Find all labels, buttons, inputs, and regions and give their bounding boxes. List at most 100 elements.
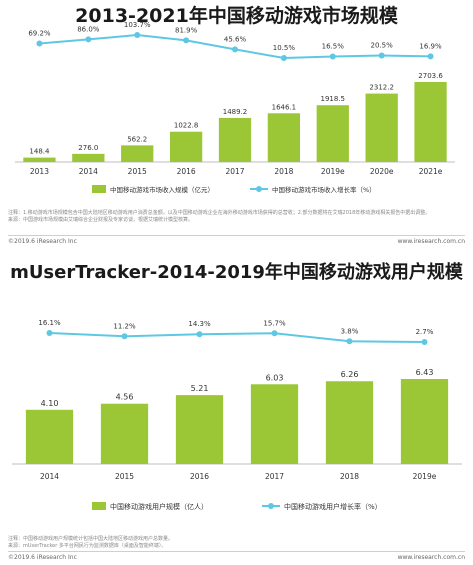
- user-size-chart: 4.10 2014 4.56 2015 5.21 2016 6.03 2017 6.26 2018…: [12, 319, 462, 511]
- x-tick-label: 2016: [190, 472, 209, 481]
- growth-rate-label: 69.2%: [28, 30, 51, 38]
- bar-value-label: 148.4: [29, 148, 50, 156]
- growth-rate-point: [427, 53, 434, 60]
- growth-rate-label: 2.7%: [416, 328, 434, 336]
- legend-line-marker: [256, 186, 262, 192]
- bar-value-label: 1489.2: [223, 108, 248, 116]
- x-tick-label: 2021e: [419, 167, 443, 176]
- source-website: www.iresearch.com.cn: [397, 554, 465, 561]
- legend-line-label: 中国移动游戏用户增长率（%）: [284, 502, 382, 511]
- chart-title: mUserTracker-2014-2019年中国移动游戏用户规模: [10, 262, 463, 283]
- bar: [100, 403, 149, 464]
- bar: [121, 145, 154, 162]
- legend-bar-swatch: [92, 185, 106, 193]
- growth-rate-label: 20.5%: [371, 42, 394, 50]
- growth-rate-label: 103.7%: [124, 21, 151, 29]
- growth-rate-label: 81.9%: [175, 26, 198, 34]
- x-tick-label: 2015: [128, 167, 147, 176]
- growth-rate-line: [49, 332, 425, 343]
- chart-note: 注释：中国移动游戏用户规模统计包括中国大陆地区移动游戏用户总数量。 来源：mUs…: [8, 536, 468, 549]
- bar: [400, 379, 449, 464]
- bar: [365, 93, 398, 162]
- chart-footer: ©2019.6 iResearch Inc www.iresearch.com.…: [8, 235, 465, 245]
- growth-rate-point: [36, 40, 43, 47]
- note-line-2: 来源：mUserTracker 多平台网民行为监测数据库（桌面及智能终端）。: [8, 542, 167, 549]
- chart-note: 注释：1.移动游戏市场规模包含中国大陆地区移动游戏用户消费总金额，以及中国移动游…: [8, 210, 468, 223]
- note-line-2: 来源：中国游戏市场规模由艾瑞综合企业财报及专家访谈，根据艾瑞统计模型核算。: [8, 216, 194, 223]
- bar: [169, 131, 203, 162]
- x-tick-label: 2020e: [370, 167, 394, 176]
- bar: [316, 105, 349, 162]
- x-tick-label: 2017: [225, 167, 244, 176]
- bar-value-label: 5.21: [191, 384, 209, 393]
- growth-rate-label: 15.7%: [263, 319, 286, 327]
- bar: [218, 117, 252, 162]
- growth-rate-label: 86.0%: [77, 25, 100, 33]
- bar-value-label: 562.2: [127, 135, 147, 143]
- growth-rate-point: [346, 338, 353, 345]
- x-tick-label: 2019e: [321, 167, 345, 176]
- bar-value-label: 6.26: [341, 370, 359, 379]
- x-tick-label: 2015: [115, 472, 134, 481]
- legend-bar-label: 中国移动游戏用户规模（亿人）: [110, 502, 208, 511]
- x-tick-label: 2014: [79, 167, 98, 176]
- bar-value-label: 2703.6: [418, 72, 443, 80]
- growth-rate-point: [121, 333, 128, 340]
- growth-rate-label: 11.2%: [113, 322, 136, 330]
- bar-value-label: 4.10: [41, 399, 59, 408]
- bar: [23, 157, 56, 162]
- growth-rate-point: [378, 52, 385, 59]
- bar: [414, 82, 447, 162]
- x-tick-label: 2014: [40, 472, 59, 481]
- growth-rate-point: [280, 55, 287, 61]
- chart-title: 2013-2021年中国移动游戏市场规模: [75, 5, 398, 27]
- growth-rate-point: [196, 331, 203, 338]
- x-tick-label: 2017: [265, 472, 284, 481]
- growth-rate-label: 16.5%: [322, 43, 345, 51]
- growth-rate-point: [134, 32, 141, 38]
- source-website: www.iresearch.com.cn: [397, 238, 465, 245]
- growth-rate-label: 16.1%: [38, 319, 61, 327]
- x-tick-label: 2016: [177, 167, 196, 176]
- bar: [325, 381, 374, 464]
- growth-rate-label: 14.3%: [188, 320, 211, 328]
- growth-rate-label: 16.9%: [419, 42, 442, 50]
- bar-value-label: 6.43: [416, 368, 434, 377]
- legend-bar-label: 中国移动游戏市场收入规模（亿元）: [110, 185, 214, 194]
- growth-rate-point: [421, 339, 428, 345]
- bar-value-label: 4.56: [116, 393, 134, 402]
- bar: [267, 113, 301, 162]
- market-size-chart: 148.4 2013 276.0 2014 562.2 2015 1022.8 2016 148…: [15, 21, 455, 194]
- market-size-chart-panel: 2013-2021年中国移动游戏市场规模 148.4 2013 276.0 2014 5…: [0, 0, 473, 250]
- bar-value-label: 1646.1: [272, 103, 297, 111]
- note-line-1: 注释：中国移动游戏用户规模统计包括中国大陆地区移动游戏用户总数量。: [8, 536, 174, 542]
- bar-value-label: 1918.5: [321, 95, 346, 103]
- bar-value-label: 6.03: [266, 373, 284, 382]
- x-tick-label: 2018: [340, 472, 359, 481]
- bar: [250, 384, 299, 464]
- bar-value-label: 276.0: [78, 144, 98, 152]
- copyright: ©2019.6 iResearch Inc: [8, 554, 77, 561]
- growth-rate-point: [329, 53, 336, 60]
- bar: [175, 395, 224, 464]
- x-tick-label: 2018: [274, 167, 293, 176]
- copyright: ©2019.6 iResearch Inc: [8, 238, 77, 245]
- growth-rate-point: [232, 46, 238, 53]
- bar-value-label: 1022.8: [174, 122, 199, 130]
- growth-rate-point: [271, 330, 278, 337]
- growth-rate-point: [85, 36, 92, 43]
- user-size-chart-panel: mUserTracker-2014-2019年中国移动游戏用户规模 4.10 20…: [0, 257, 473, 565]
- growth-rate-point: [46, 330, 53, 336]
- legend-bar-swatch: [92, 502, 106, 510]
- x-tick-label: 2013: [30, 167, 49, 176]
- growth-rate-point: [183, 37, 190, 44]
- chart-footer: ©2019.6 iResearch Inc www.iresearch.com.…: [8, 551, 465, 561]
- x-tick-label: 2019e: [413, 472, 437, 481]
- bar: [25, 409, 74, 464]
- growth-rate-label: 10.5%: [273, 44, 296, 52]
- bar: [72, 153, 105, 162]
- legend-line-label: 中国移动游戏市场收入增长率（%）: [272, 185, 376, 194]
- growth-rate-label: 45.6%: [224, 35, 247, 43]
- bar-value-label: 2312.2: [369, 84, 394, 92]
- legend-line-marker: [268, 503, 274, 509]
